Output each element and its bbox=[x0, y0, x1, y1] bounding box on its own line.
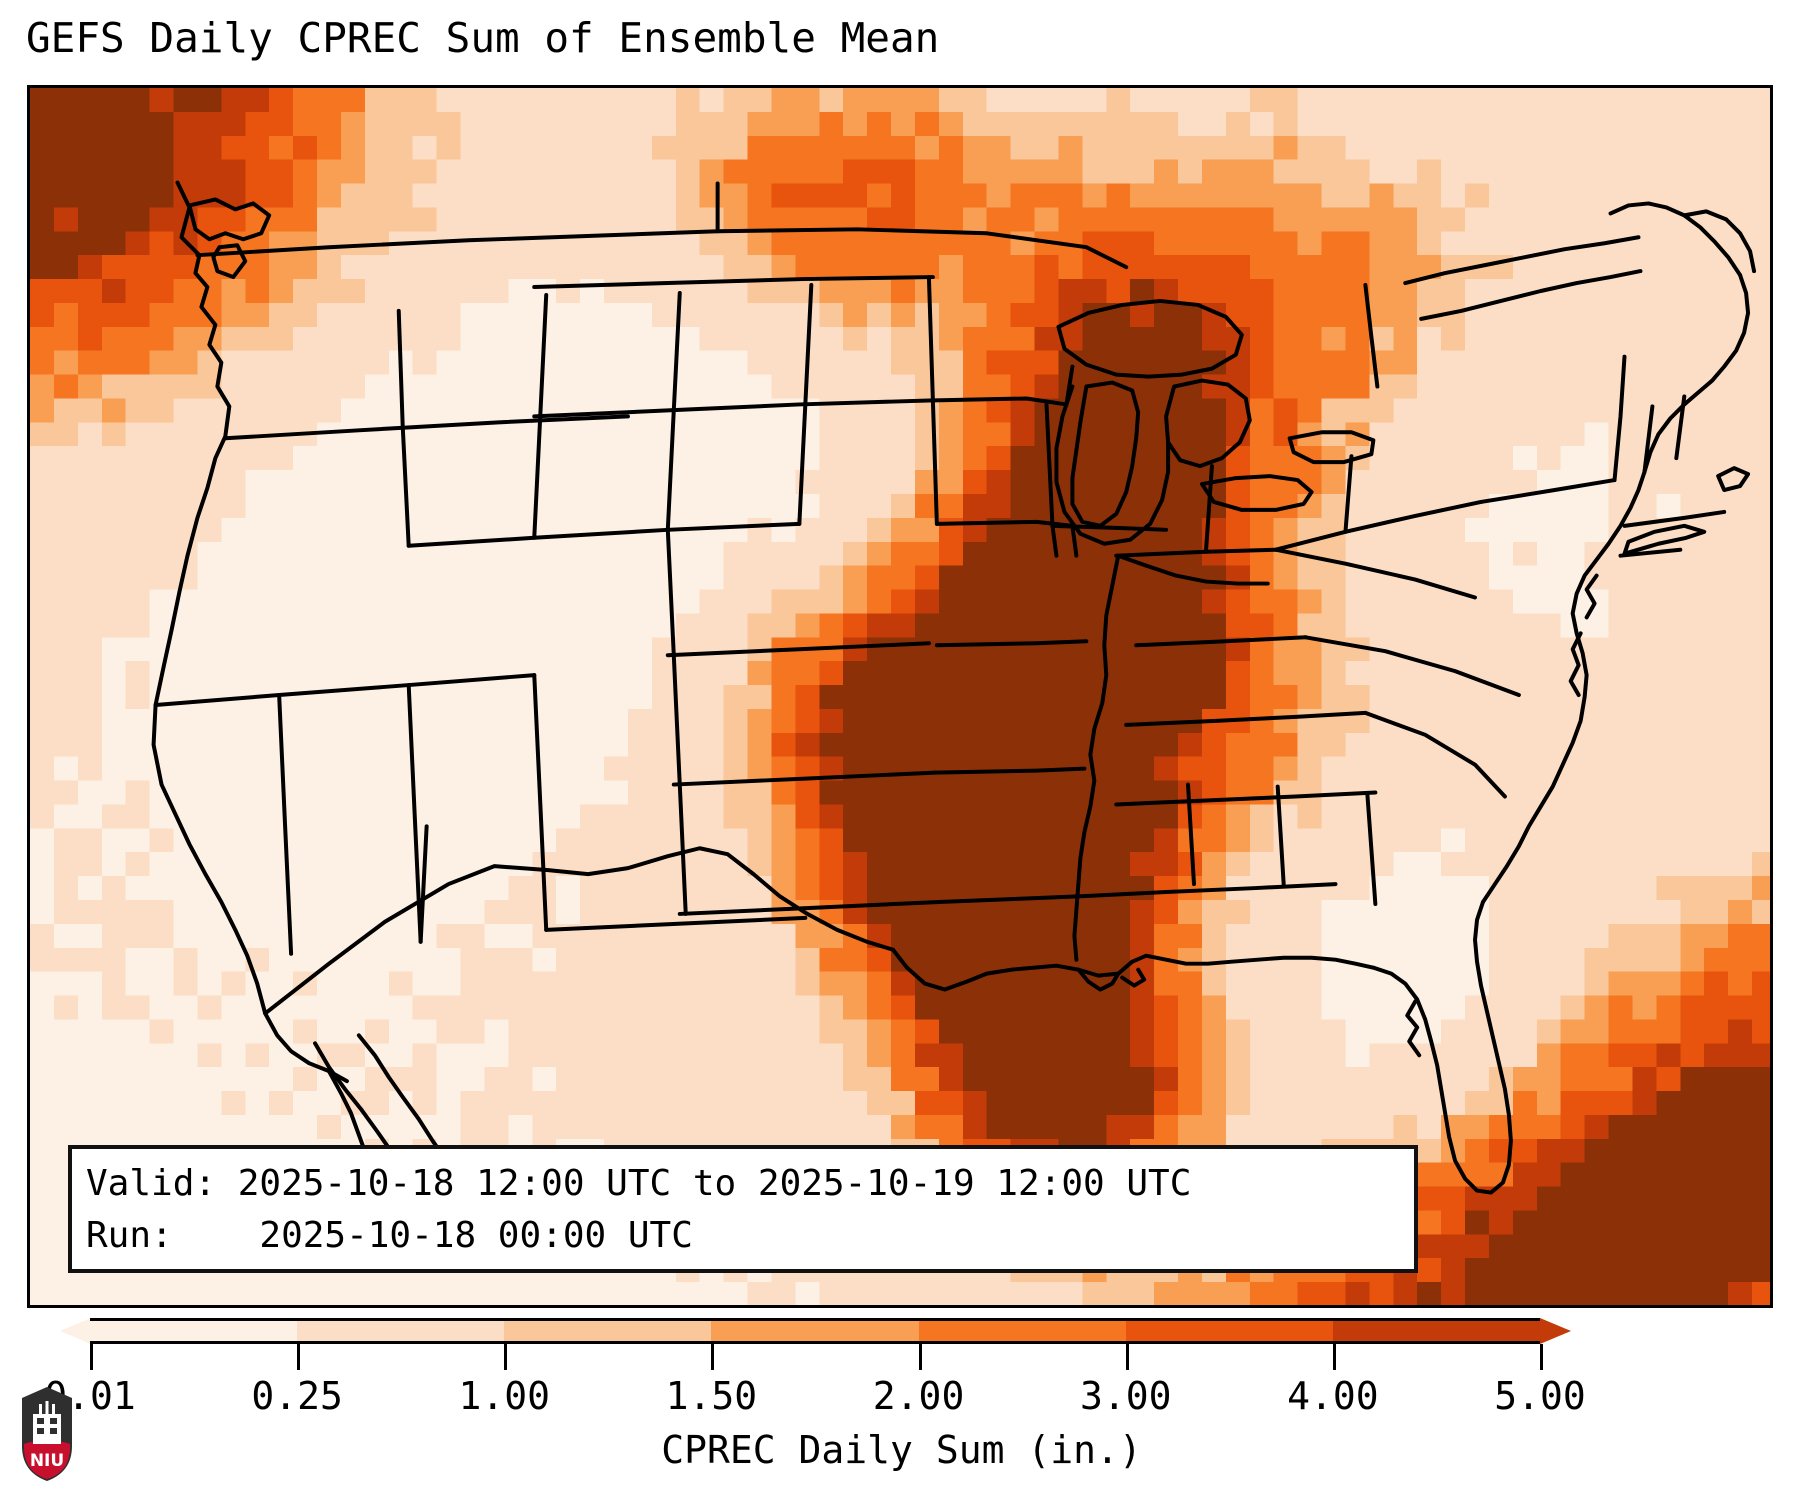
precipitation-heatmap bbox=[30, 88, 1770, 1305]
colorbar-tick-5 bbox=[1125, 1344, 1129, 1370]
page-title: GEFS Daily CPREC Sum of Ensemble Mean bbox=[26, 14, 940, 62]
niu-logo-text: NIU bbox=[30, 1451, 64, 1471]
valid-time-text: Valid: 2025-10-18 12:00 UTC to 2025-10-1… bbox=[86, 1163, 1192, 1204]
colorbar-tick-2 bbox=[504, 1344, 508, 1370]
colorbar-under-arrow bbox=[60, 1318, 91, 1344]
colorbar-segment-2 bbox=[504, 1321, 712, 1341]
colorbar-tick-label-4: 2.00 bbox=[872, 1374, 965, 1418]
forecast-info-box: Valid: 2025-10-18 12:00 UTC to 2025-10-1… bbox=[68, 1145, 1418, 1273]
colorbar-tick-labels: 0.01 0.25 1.00 1.50 2.00 3.00 4.00 5.00 bbox=[0, 1374, 1803, 1420]
colorbar-tick-6 bbox=[1332, 1344, 1336, 1370]
colorbar-gradient bbox=[90, 1318, 1540, 1344]
colorbar-axis-label: CPREC Daily Sum (in.) bbox=[661, 1428, 1142, 1472]
colorbar-segment-6 bbox=[1332, 1321, 1540, 1341]
colorbar-tick-label-5: 3.00 bbox=[1079, 1374, 1172, 1418]
niu-logo: NIU bbox=[22, 1387, 72, 1481]
colorbar-tick-label-1: 0.25 bbox=[251, 1374, 343, 1418]
colorbar-over-arrow bbox=[1540, 1318, 1571, 1344]
map-frame bbox=[27, 85, 1773, 1308]
colorbar-segment-3 bbox=[711, 1321, 919, 1341]
colorbar-tick-0 bbox=[90, 1344, 93, 1370]
colorbar-tick-label-2: 1.00 bbox=[458, 1374, 551, 1418]
colorbar-segment-1 bbox=[297, 1321, 505, 1341]
colorbar-segment-4 bbox=[918, 1321, 1126, 1341]
colorbar-tick-marks bbox=[90, 1344, 1543, 1370]
colorbar-tick-label-3: 1.50 bbox=[665, 1374, 758, 1418]
colorbar-segment-0 bbox=[90, 1321, 298, 1341]
colorbar-tick-label-6: 4.00 bbox=[1287, 1374, 1379, 1418]
run-time-text: Run: 2025-10-18 00:00 UTC bbox=[86, 1215, 693, 1256]
colorbar-tick-1 bbox=[297, 1344, 301, 1370]
colorbar-tick-3 bbox=[711, 1344, 715, 1370]
colorbar-segment-5 bbox=[1125, 1321, 1333, 1341]
colorbar-tick-7 bbox=[1540, 1344, 1543, 1370]
colorbar-tick-4 bbox=[918, 1344, 922, 1370]
colorbar bbox=[60, 1317, 1580, 1346]
colorbar-tick-label-7: 5.00 bbox=[1494, 1374, 1586, 1418]
geography-outlines bbox=[151, 180, 1757, 1219]
